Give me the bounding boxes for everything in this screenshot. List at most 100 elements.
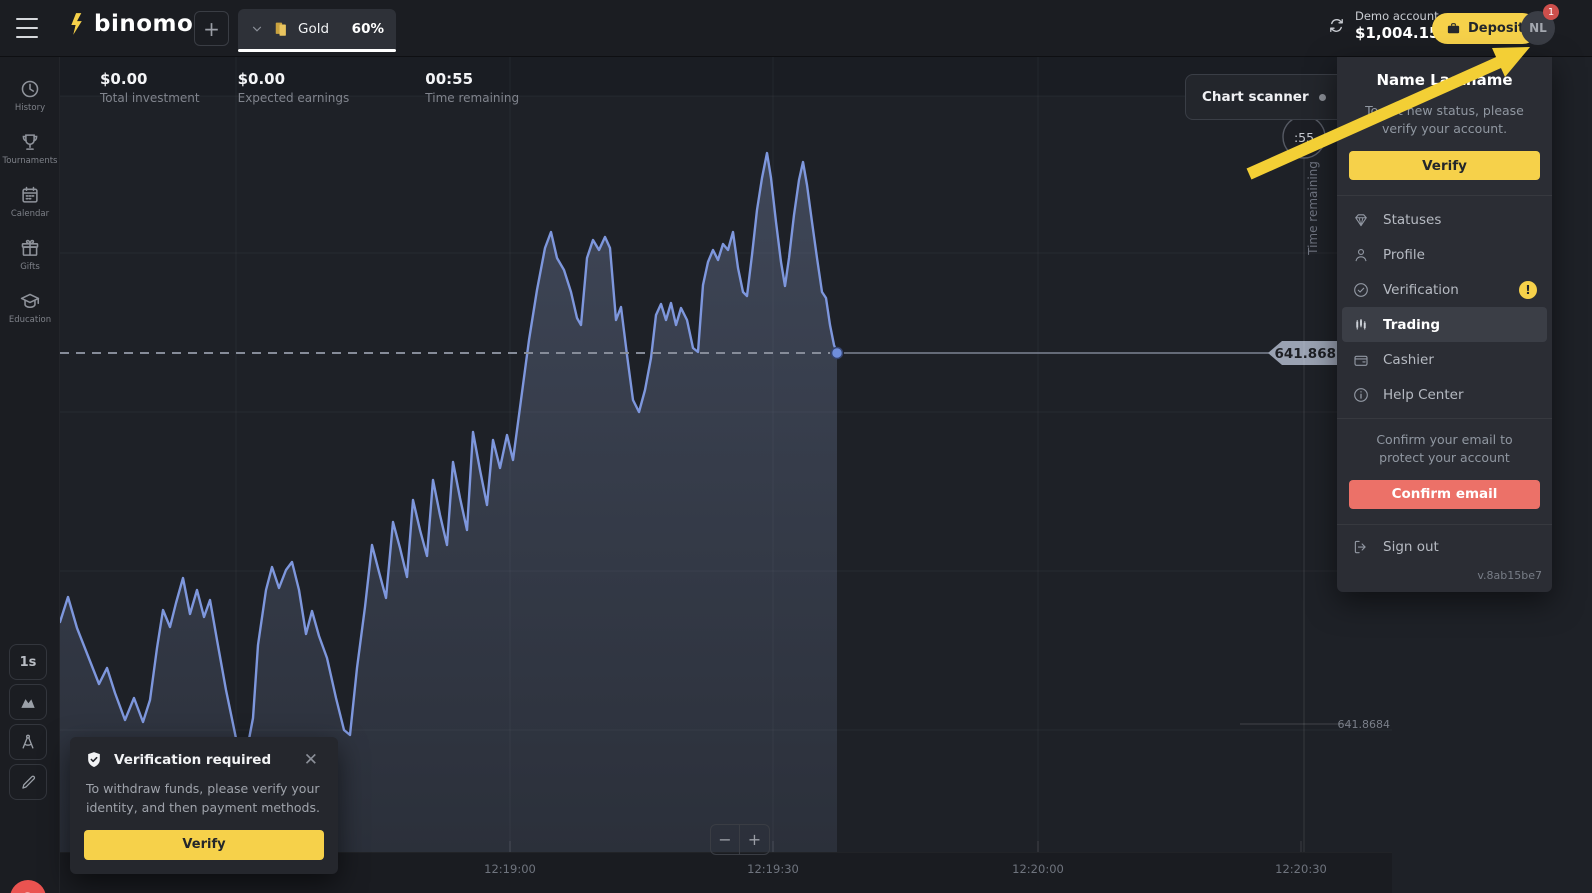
app-version: v.8ab15be7 [1477,568,1542,582]
chart-tools: 1s [9,644,47,800]
popup-verify-button[interactable]: Verify [84,829,324,860]
binomo-logo: binomo [68,11,193,37]
account-balance: $1,004.15 [1355,24,1440,42]
menu-item-trading[interactable]: Trading [1342,307,1547,343]
confirm-email-button[interactable]: Confirm email [1349,479,1540,509]
calendar-icon [22,186,38,203]
menu-item-label: Verification [1383,281,1459,298]
sidebar-item-calendar[interactable]: Calendar [0,175,60,228]
stat-label: Time remaining [425,91,520,105]
sidebar-item-gifts[interactable]: Gifts [0,228,60,281]
top-bar: binomo + Gold 60% Demo account $1,004.15 [0,0,1592,57]
stat-label: Expected earnings [237,91,350,105]
close-icon[interactable]: ✕ [298,751,324,770]
chevron-down-icon [252,26,262,32]
area-chart-icon [21,699,35,708]
add-asset-tab-button[interactable]: + [194,11,229,46]
avatar[interactable]: NL [1521,11,1555,45]
price-area-fill [60,153,837,852]
expiry-timer-value: :55 [1294,130,1314,145]
check-circle-icon [1354,282,1368,297]
time-tick: 12:20:00 [1012,862,1064,876]
shield-check-icon [88,752,100,767]
graduation-cap-icon [20,293,40,309]
menu-item-cashier[interactable]: Cashier [1337,342,1552,377]
current-point-dot [830,346,844,360]
sidebar-item-label: Calendar [10,209,50,219]
menu-item-label: Help Center [1383,386,1464,403]
stat-value: 00:55 [425,70,474,88]
zoom-out-button[interactable]: − [711,825,740,854]
deposit-button[interactable]: Deposit [1432,13,1539,44]
zoom-in-button[interactable]: + [740,825,769,854]
popup-title: Verification required [114,752,272,768]
account-switcher[interactable]: Demo account $1,004.15 [1327,9,1461,42]
menu-item-label: Trading [1383,316,1441,333]
sign-out-button[interactable]: Sign out [1337,525,1552,569]
menu-item-statuses[interactable]: Statuses [1337,202,1552,237]
sidebar-item-history[interactable]: History [0,69,60,122]
diamond-icon [1355,213,1367,226]
chart-scanner-label: Chart scanner [1202,89,1309,105]
wallet-icon [1354,355,1368,366]
sidebar-item-label: History [14,103,46,113]
refresh-icon[interactable] [1327,16,1346,35]
time-tick: 12:20:30 [1275,862,1327,876]
sidebar-item-education[interactable]: Education [0,281,60,334]
menu-item-verification[interactable]: Verification ! [1337,272,1552,307]
divider [1337,195,1552,197]
menu-item-profile[interactable]: Profile [1337,237,1552,272]
axis-price-label: 641.8684 [1338,718,1391,731]
person-icon [1355,248,1367,261]
stat-expected-earnings: $0.00 Expected earnings [238,70,350,105]
verify-account-button[interactable]: Verify [1349,151,1540,181]
profile-dropdown-menu: Name Lastname To get new status, please … [1337,57,1552,592]
time-tick: 12:19:00 [484,862,536,876]
status-dot-icon [1318,93,1326,101]
deposit-label: Deposit [1468,21,1525,36]
chart-top-band [60,57,1392,96]
indicators-button[interactable] [9,724,47,760]
stat-value: $0.00 [237,70,286,88]
drawing-tool-button[interactable] [9,764,47,800]
divider [1337,523,1552,525]
menu-item-help-center[interactable]: Help Center [1337,377,1552,412]
verification-alert-badge: ! [1519,280,1537,299]
briefcase-icon [1447,23,1460,34]
sidebar-item-label: Education [8,315,52,325]
sidebar-item-label: Gifts [20,262,40,272]
chart-zoom-controls: − + [710,824,770,855]
drafting-compass-icon [22,734,34,749]
sign-out-icon [1354,540,1366,553]
menu-list: Statuses Profile Verification ! [1337,196,1552,418]
stat-value: $0.00 [100,70,148,88]
trophy-icon [22,134,38,150]
popup-body: To withdraw funds, please verify your id… [86,781,320,815]
stat-label: Total investment [100,91,200,105]
avatar-initials: NL [1529,21,1547,35]
sidebar-item-tournaments[interactable]: Tournaments [0,122,60,175]
asset-tab-gold[interactable]: Gold 60% [238,9,396,52]
chart-scanner-button[interactable]: Chart scanner [1185,74,1361,120]
sign-out-label: Sign out [1383,538,1439,555]
popup-header: Verification required ✕ [84,750,324,770]
verification-popup: Verification required ✕ To withdraw fund… [70,737,338,874]
chart-type-button[interactable] [9,684,47,720]
help-button[interactable]: ? [10,880,46,893]
trade-stats: $0.00 Total investment $0.00 Expected ea… [100,70,519,105]
asset-name: Gold [298,21,330,37]
stat-total-investment: $0.00 Total investment [100,70,200,105]
clock-icon [21,80,39,98]
time-tick: 12:19:30 [747,862,799,876]
sidebar-item-label: Tournaments [2,156,58,166]
menu-item-label: Statuses [1383,211,1442,228]
timeframe-button[interactable]: 1s [9,644,47,680]
current-price-value: 641.868 [1275,346,1337,362]
menu-item-label: Profile [1383,246,1425,263]
stat-time-remaining: 00:55 Time remaining [425,70,519,105]
candlestick-chart-icon [1356,318,1366,330]
menu-hamburger-icon[interactable] [16,18,38,38]
email-hint: Confirm your email to protect your accou… [1376,432,1513,466]
